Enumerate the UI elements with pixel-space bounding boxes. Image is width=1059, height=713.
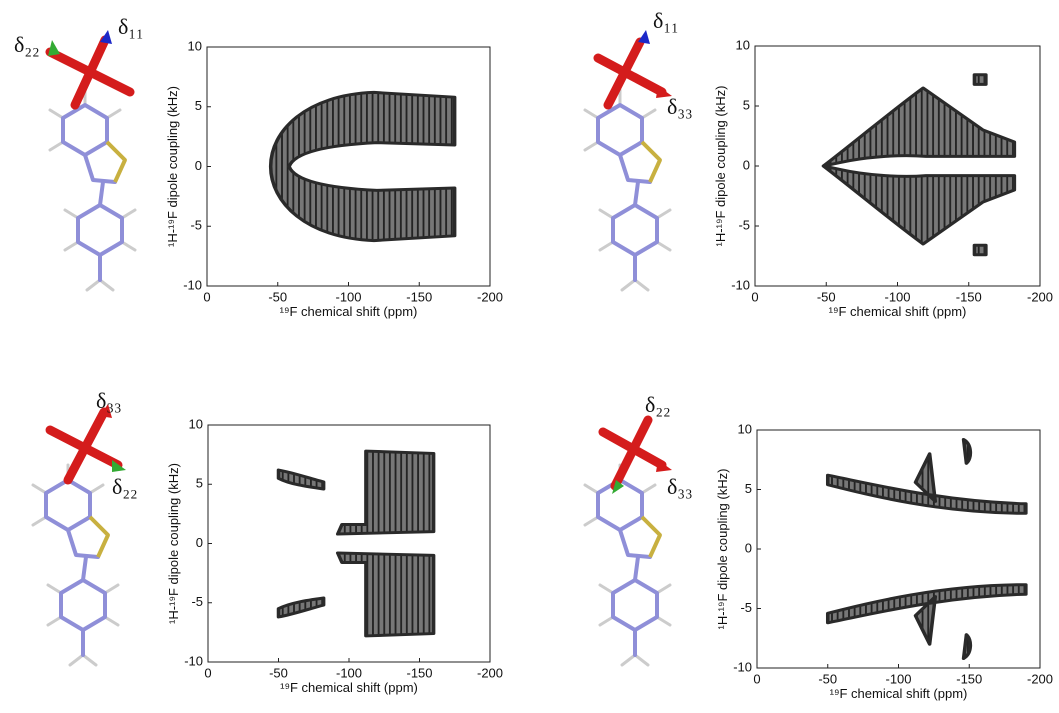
x-tick-label: 0 xyxy=(751,289,758,304)
y-axis-label: ¹H-¹⁹F dipole coupling (kHz) xyxy=(166,463,181,624)
x-tick-label: -150 xyxy=(406,289,432,304)
x-tick-label: -200 xyxy=(1027,671,1053,686)
x-tick-label: -150 xyxy=(956,671,982,686)
x-tick-label: -100 xyxy=(335,289,361,304)
y-axis-label: ¹H-¹⁹F dipole coupling (kHz) xyxy=(713,86,728,247)
y-tick-label: -5 xyxy=(190,218,202,233)
y-tick-label: 10 xyxy=(189,416,203,431)
molecule xyxy=(50,90,135,290)
x-tick-label: -150 xyxy=(956,289,982,304)
x-axis-label: ¹⁹F chemical shift (ppm) xyxy=(830,686,968,701)
molecule xyxy=(33,465,118,665)
y-tick-label: 10 xyxy=(738,421,752,436)
contour xyxy=(828,440,1026,659)
x-axis-label: ¹⁹F chemical shift (ppm) xyxy=(280,680,418,695)
tensor-label: δ₂₂ xyxy=(112,474,138,499)
y-tick-label: 5 xyxy=(195,98,202,113)
x-tick-label: -200 xyxy=(477,289,503,304)
tensor-label: δ₁₁ xyxy=(653,8,679,33)
plot-frame xyxy=(755,46,1040,286)
x-tick-label: -150 xyxy=(406,665,432,680)
x-tick-label: 0 xyxy=(204,665,211,680)
plot-frame xyxy=(757,430,1040,668)
tensor-label: δ₂₂ xyxy=(14,32,40,57)
contour xyxy=(271,92,455,240)
y-tick-label: -10 xyxy=(733,659,752,674)
y-tick-label: 5 xyxy=(743,97,750,112)
molecule xyxy=(585,465,670,665)
y-tick-label: -5 xyxy=(738,217,750,232)
tensor-label: δ₁₁ xyxy=(118,14,144,39)
molecule xyxy=(585,90,670,290)
y-tick-label: -10 xyxy=(184,653,203,668)
y-tick-label: -10 xyxy=(183,277,202,292)
y-tick-label: 0 xyxy=(195,158,202,173)
y-tick-label: 10 xyxy=(736,37,750,52)
x-axis-label: ¹⁹F chemical shift (ppm) xyxy=(829,304,967,319)
tensor-label: δ₃₃ xyxy=(667,474,693,499)
tensor-label: δ₃₃ xyxy=(96,388,122,413)
y-tick-label: 0 xyxy=(196,535,203,550)
y-tick-label: -5 xyxy=(191,594,203,609)
y-tick-label: 0 xyxy=(743,157,750,172)
x-tick-label: -50 xyxy=(817,289,836,304)
x-tick-label: -100 xyxy=(336,665,362,680)
contour xyxy=(279,451,434,636)
x-tick-label: -100 xyxy=(884,289,910,304)
x-tick-label: -100 xyxy=(885,671,911,686)
y-tick-label: 0 xyxy=(745,540,752,555)
y-tick-label: -5 xyxy=(740,600,752,615)
x-tick-label: -50 xyxy=(268,289,287,304)
y-tick-label: 5 xyxy=(196,476,203,491)
x-tick-label: -200 xyxy=(1027,289,1053,304)
y-tick-label: -10 xyxy=(731,277,750,292)
x-tick-label: -50 xyxy=(269,665,288,680)
y-tick-label: 5 xyxy=(745,481,752,496)
y-tick-label: 10 xyxy=(188,38,202,53)
figure: 0-50-100-150-200-10-50510¹⁹F chemical sh… xyxy=(0,0,1059,713)
contour xyxy=(823,75,1014,255)
plot-frame xyxy=(207,47,490,286)
y-axis-label: ¹H-¹⁹F dipole coupling (kHz) xyxy=(715,469,730,630)
x-tick-label: -200 xyxy=(477,665,503,680)
x-axis-label: ¹⁹F chemical shift (ppm) xyxy=(280,304,418,319)
molecules xyxy=(33,90,670,665)
x-tick-label: 0 xyxy=(203,289,210,304)
plot-frame xyxy=(208,425,490,662)
x-tick-label: 0 xyxy=(753,671,760,686)
y-axis-label: ¹H-¹⁹F dipole coupling (kHz) xyxy=(165,86,180,247)
tensor-label: δ₂₂ xyxy=(645,392,671,417)
tensor-label: δ₃₃ xyxy=(667,94,693,119)
x-tick-label: -50 xyxy=(818,671,837,686)
